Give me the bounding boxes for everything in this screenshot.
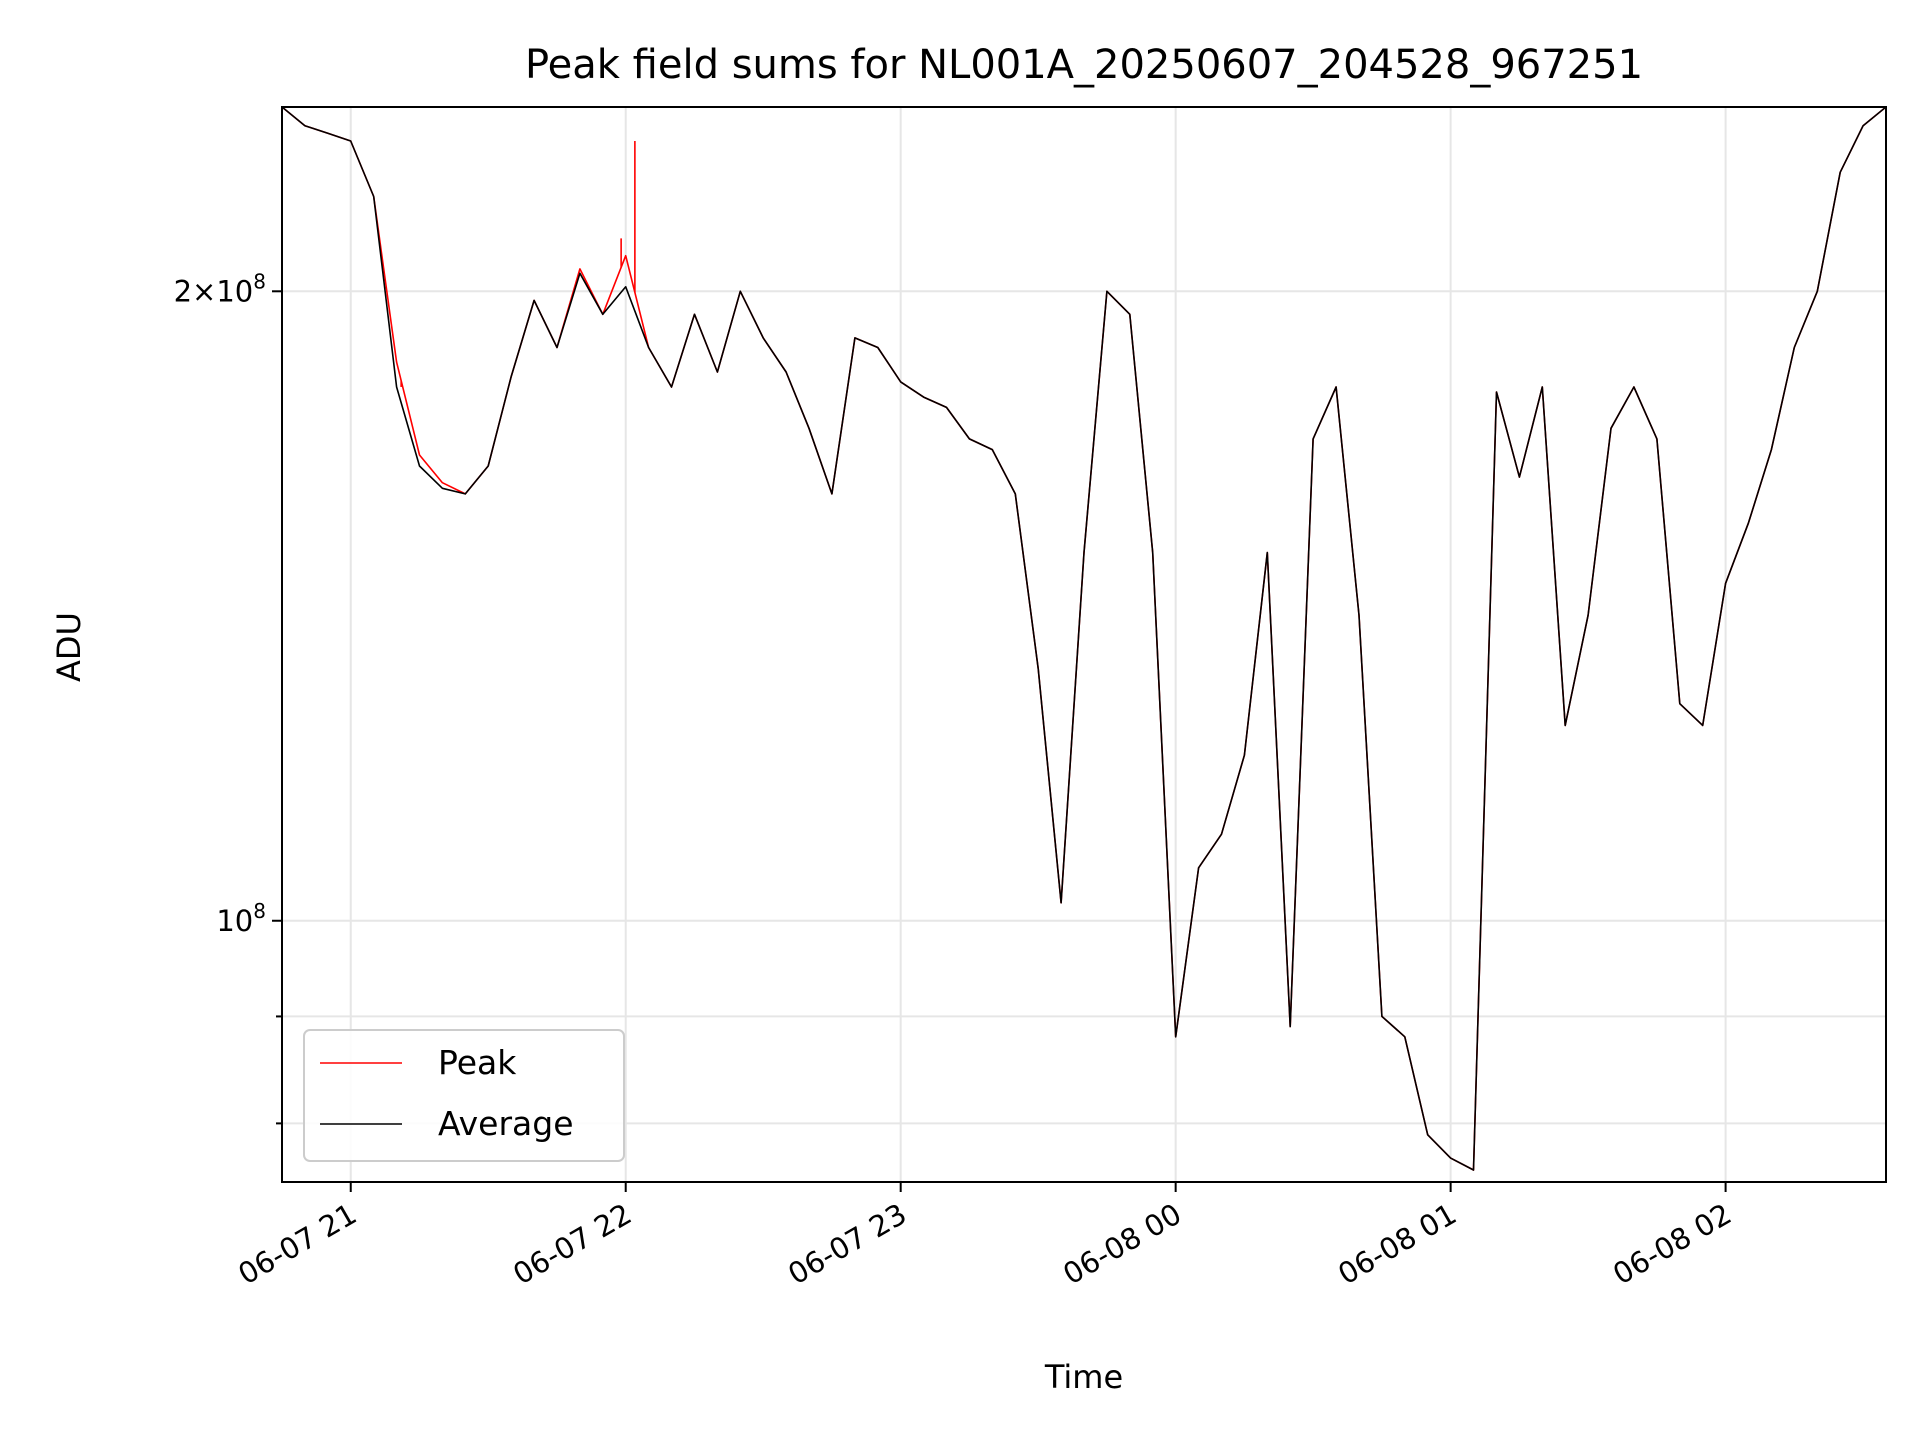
axes-frame: [281, 106, 1887, 1183]
legend-average-label: Average: [438, 1104, 574, 1143]
series-line-average: [282, 107, 1886, 1171]
plot-lines: [282, 107, 1886, 1171]
y-axis-label: ADU: [50, 612, 88, 682]
y-tick-label: 108: [216, 899, 266, 938]
legend-peak-label: Peak: [438, 1043, 517, 1082]
y-axis: 108 2×108: [174, 269, 282, 1125]
y-tick-label: 2×108: [174, 269, 266, 308]
x-axis-label: Time: [1044, 1358, 1123, 1396]
chart-title: Peak field sums for NL001A_20250607_2045…: [525, 42, 1643, 88]
legend: Peak Average: [303, 1029, 625, 1162]
